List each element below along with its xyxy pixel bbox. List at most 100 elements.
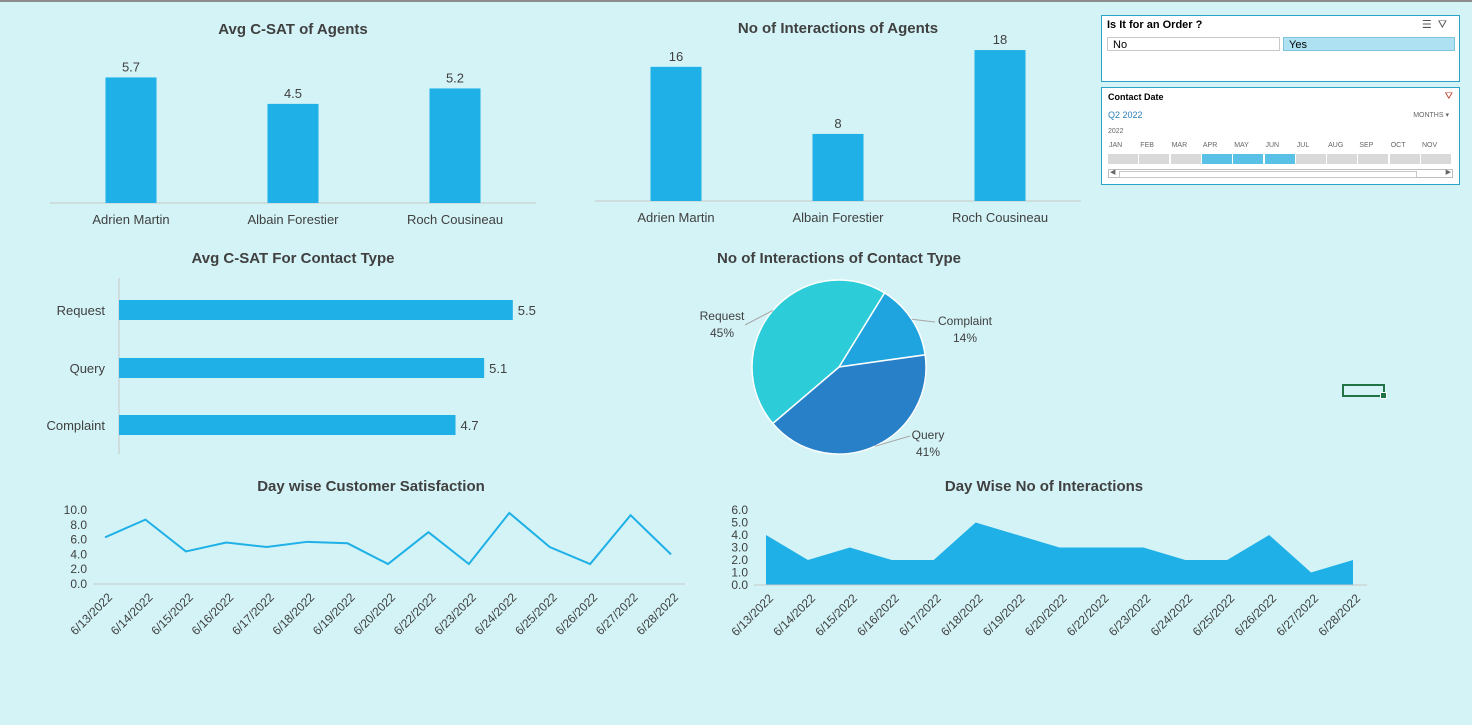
clear-filter-icon[interactable]: ⛛ [1437,19,1453,31]
timeline-month-bars[interactable] [1108,154,1456,164]
data-label: 8 [834,116,841,131]
data-label: 5.7 [122,59,140,74]
x-tick-label: 6/28/2022 [633,590,681,638]
timeline-month-label: MAR [1171,142,1188,149]
x-tick-label: Roch Cousineau [407,212,503,227]
timeline-month-bar[interactable] [1295,154,1326,164]
slicer-option-no[interactable]: No [1107,37,1280,51]
scroll-left-icon[interactable]: ◀ [1110,169,1116,176]
y-tick-label: 6.0 [70,533,87,547]
chart-interactions-contact-type[interactable]: Complaint 14% Query 41% Request 45% [680,270,1020,470]
pie-percent-label: 41% [916,445,940,459]
y-tick-label: 4.0 [731,528,748,542]
y-tick-label: 4.0 [70,547,87,561]
timeline-period: Q2 2022 [1108,110,1143,120]
timeline-month-label: FEB [1140,142,1154,149]
bar [119,415,456,435]
chart-title-day-csat: Day wise Customer Satisfaction [257,478,485,495]
timeline-month-bar[interactable] [1358,154,1389,164]
timeline-month-label: SEP [1359,142,1374,149]
timeline-month-label: JUN [1265,142,1280,149]
data-label: 5.5 [518,303,536,318]
slicer-title: Is It for an Order ? [1107,19,1203,31]
chart-csat-contact-type[interactable]: 5.5 Request 5.1 Query 4.7 Complaint [30,278,550,458]
window-top-border [0,0,1472,2]
multi-select-icon[interactable]: ☰ [1421,19,1438,31]
chart-title-interactions-contact-type: No of Interactions of Contact Type [717,250,961,267]
x-tick-label: 6/27/2022 [1274,591,1322,639]
timeline-month-label: OCT [1390,142,1406,149]
leader-line [744,309,774,326]
timeline-month-bar[interactable] [1233,154,1264,164]
y-tick-label: 6.0 [731,503,748,517]
timeline-month-label: AUG [1328,142,1344,149]
bar [429,88,481,203]
chart-day-interactions[interactable]: 6.05.04.03.02.01.00.06/13/20226/14/20226… [720,500,1380,660]
y-tick-label: 3.0 [731,541,748,555]
x-tick-label: 6/14/2022 [770,591,818,639]
x-tick-label: 6/28/2022 [1315,591,1363,639]
line-series [104,511,672,566]
selected-cell[interactable] [1342,384,1387,399]
slicer-option-yes[interactable]: Yes [1283,37,1455,51]
scroll-thumb[interactable] [1119,171,1417,178]
fill-handle[interactable] [1380,392,1387,399]
chart-title-interactions-agents: No of Interactions of Agents [737,20,939,37]
x-tick-label: 6/23/2022 [1106,591,1154,639]
x-tick-label: 6/16/2022 [189,590,237,638]
timeline-month-label: JUL [1296,142,1310,149]
area-series [766,522,1353,585]
bar [650,66,702,201]
pie-slice [771,353,927,455]
x-tick-label: 6/20/2022 [1022,591,1070,639]
chart-csat-agents[interactable]: 5.7 Adrien Martin 4.5 Albain Forestier 5.2 Ro… [50,40,540,235]
timeline-month-bar[interactable] [1389,154,1420,164]
timeline-month-bar[interactable] [1421,154,1451,164]
timeline-title: Contact Date [1108,92,1164,102]
y-tick-label: 8.0 [70,518,87,532]
timeline-month-bar[interactable] [1170,154,1201,164]
y-tick-label: Query [70,361,106,376]
pie-percent-label: 14% [953,331,977,345]
leader-line [874,435,911,447]
timeline-month-bar[interactable] [1201,154,1232,164]
x-tick-label: Albain Forestier [247,212,339,227]
x-tick-label: 6/19/2022 [980,591,1028,639]
timeline-scrollbar[interactable]: ◀ ▶ [1108,169,1453,178]
bar [267,103,319,203]
timeline-month-bar[interactable] [1327,154,1358,164]
timeline-month-bar[interactable] [1108,154,1138,164]
timeline-month-label: MAY [1234,142,1249,149]
data-label: 18 [993,32,1007,47]
pie-category-label: Complaint [938,314,993,328]
timeline-month-bar[interactable] [1264,154,1295,164]
x-tick-label: 6/15/2022 [812,591,860,639]
x-tick-label: Adrien Martin [637,210,714,225]
x-tick-label: 6/24/2022 [472,590,520,638]
x-tick-label: 6/23/2022 [431,590,479,638]
x-tick-label: Albain Forestier [792,210,884,225]
x-tick-label: Roch Cousineau [952,210,1048,225]
x-tick-label: 6/16/2022 [854,591,902,639]
chart-title-csat-agents: Avg C-SAT of Agents [218,21,368,38]
x-tick-label: 6/19/2022 [310,590,358,638]
data-label: 16 [669,49,683,64]
clear-filter-icon[interactable]: ⛛ [1444,91,1453,102]
x-tick-label: 6/26/2022 [553,590,601,638]
data-label: 4.5 [284,86,302,101]
timeline-month-labels: JAN FEB MAR APR MAY JUN JUL AUG SEP OCT NOV [1108,142,1456,150]
chart-day-csat[interactable]: 10.08.06.04.02.00.06/13/20226/14/20226/1… [30,500,710,660]
x-tick-label: 6/13/2022 [67,590,115,638]
x-tick-label: 6/18/2022 [270,590,318,638]
x-tick-label: 6/18/2022 [938,591,986,639]
timeline-month-bar[interactable] [1139,154,1170,164]
x-tick-label: 6/26/2022 [1232,591,1280,639]
bar [105,77,157,203]
timeline-level-dropdown[interactable]: MONTHS ▾ [1413,112,1449,119]
data-label: 5.1 [489,361,507,376]
scroll-right-icon[interactable]: ▶ [1445,169,1451,176]
timeline-month-label: JAN [1109,142,1123,149]
order-slicer: Is It for an Order ? ☰⛛ No Yes [1101,15,1460,82]
chart-interactions-agents[interactable]: 16 Adrien Martin 8 Albain Forestier 18 Roch C… [595,32,1085,235]
x-tick-label: 6/22/2022 [1064,591,1112,639]
